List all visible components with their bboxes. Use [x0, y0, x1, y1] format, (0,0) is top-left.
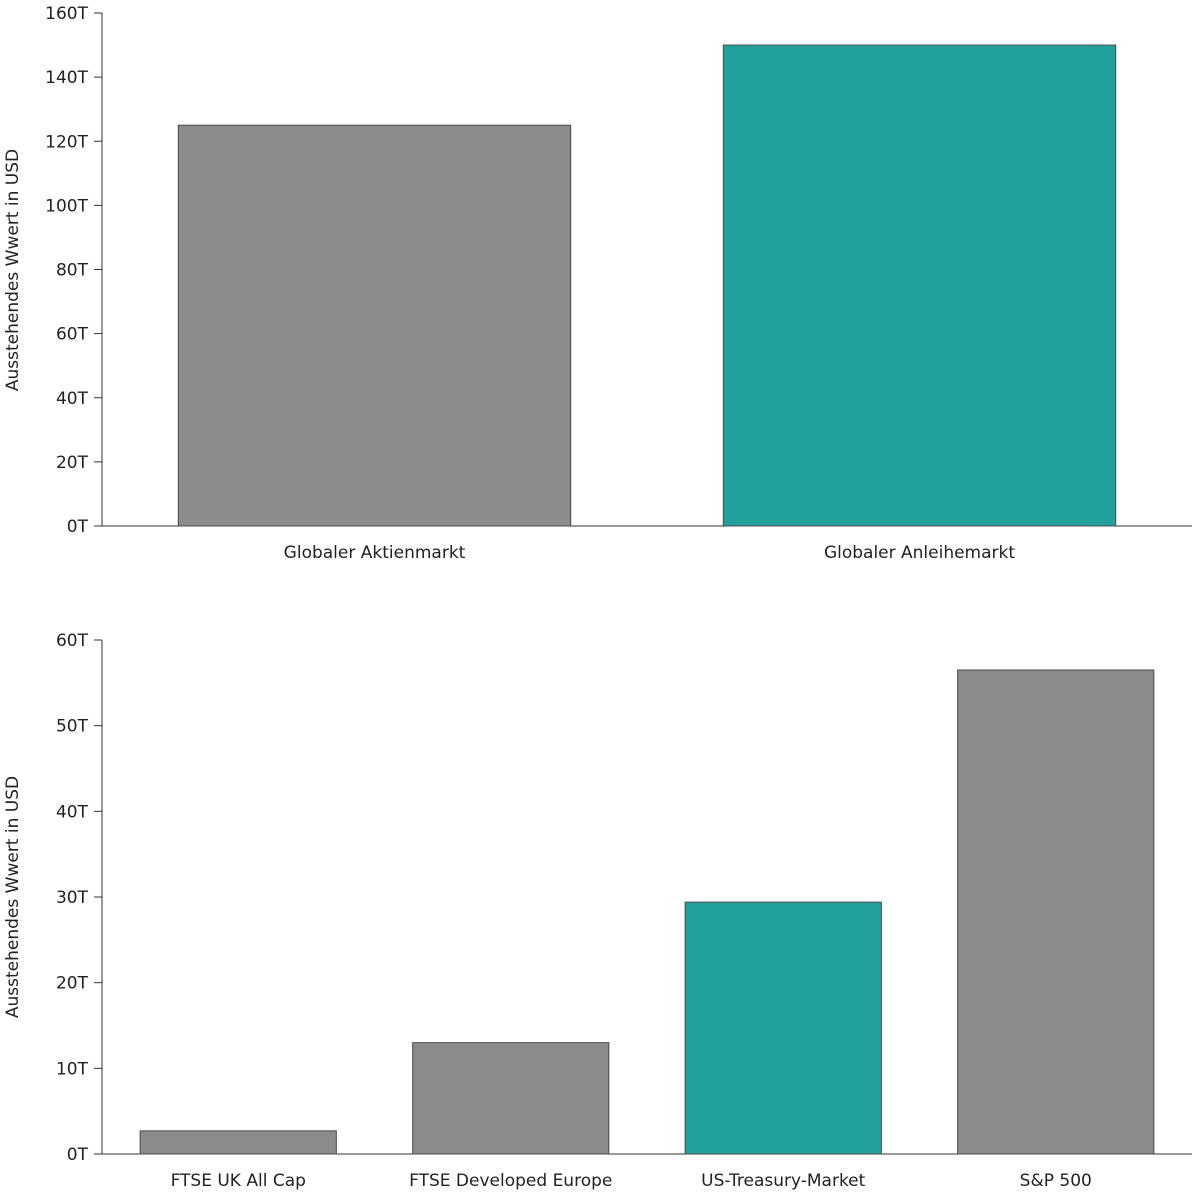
y-tick-label: 20T: [56, 974, 89, 994]
y-tick-label: 40T: [56, 389, 89, 409]
y-tick-label: 30T: [56, 888, 89, 908]
y-tick-label: 140T: [45, 68, 88, 88]
y-tick-label: 20T: [56, 453, 89, 473]
bar: [684, 901, 882, 1155]
y-axis-label: Ausstehendes Wwert in USD: [3, 149, 23, 391]
y-tick-label: 60T: [56, 631, 89, 651]
y-tick-label: 50T: [56, 717, 89, 737]
bar: [722, 44, 1117, 527]
x-tick-label: Globaler Aktienmarkt: [284, 543, 466, 563]
y-tick-label: 80T: [56, 261, 89, 281]
x-tick-label: Globaler Anleihemarkt: [824, 543, 1015, 563]
bar-chart-1: 0T 20T 40T 60T 80T 100T 120T 140T 160T Ausstehend…: [3, 4, 1192, 563]
y-axis-label: Ausstehendes Wwert in USD: [3, 776, 23, 1018]
y-tick-label: 100T: [45, 196, 88, 216]
bar-chart-2: 0T 10T 20T 30T 40T 50T 60T Ausstehendes Wwert i…: [3, 631, 1192, 1191]
y-tick-label: 0T: [67, 517, 89, 537]
y-tick-label: 120T: [45, 132, 88, 152]
y-tick-label: 40T: [56, 802, 89, 822]
bar: [957, 669, 1155, 1155]
y-tick-label: 10T: [56, 1059, 89, 1079]
bar: [139, 1130, 337, 1155]
y-tick-label: 0T: [67, 1145, 89, 1165]
x-tick-label: S&P 500: [1020, 1171, 1092, 1191]
x-tick-label: US-Treasury-Market: [701, 1171, 865, 1191]
y-tick-label: 160T: [45, 4, 88, 24]
y-tick-label: 60T: [56, 325, 89, 345]
x-tick-label: FTSE Developed Europe: [409, 1171, 612, 1191]
bar: [177, 124, 572, 527]
x-tick-label: FTSE UK All Cap: [171, 1171, 306, 1191]
bar: [412, 1042, 610, 1155]
